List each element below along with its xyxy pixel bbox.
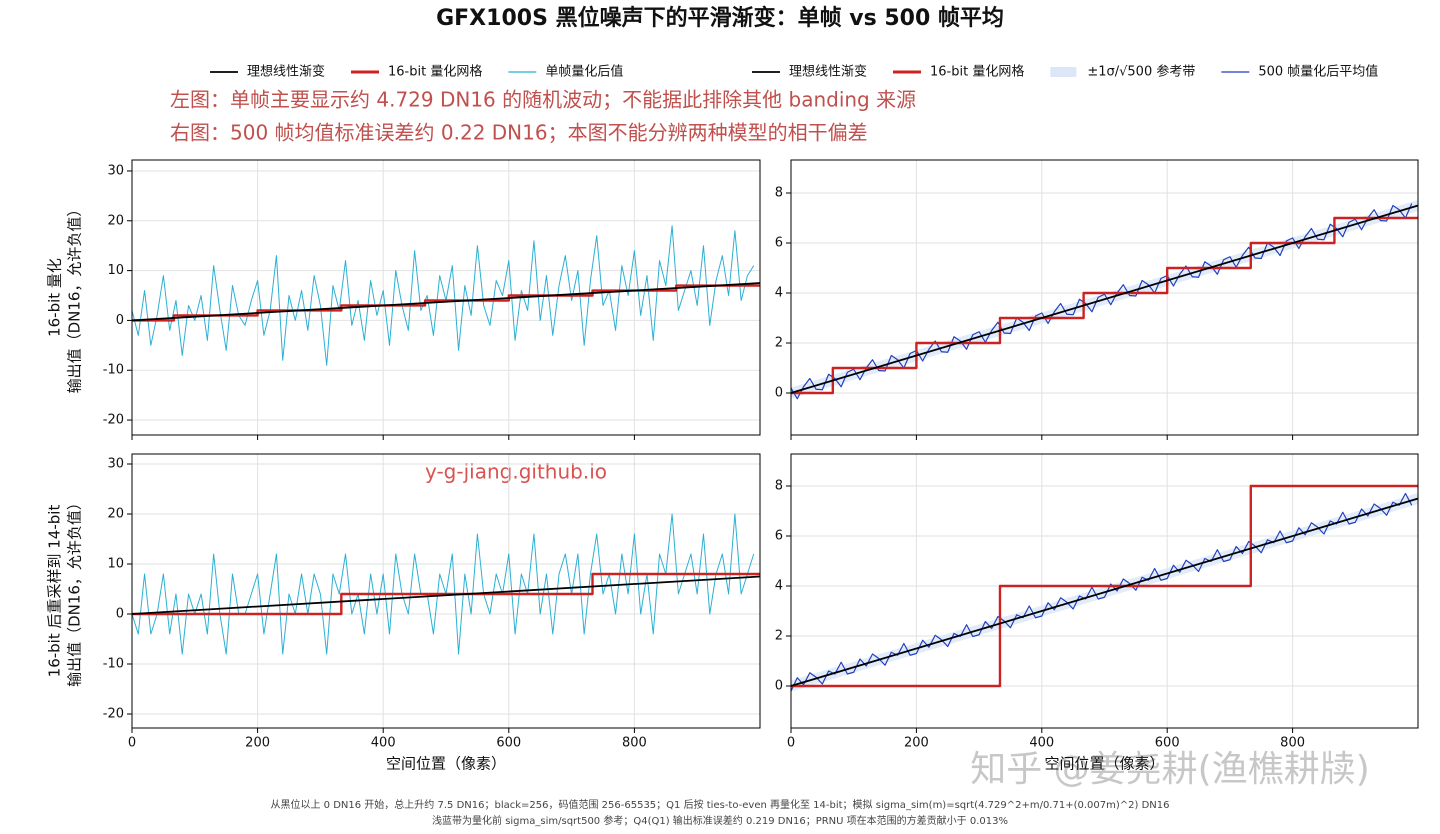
y-tick-label: -20	[103, 413, 124, 428]
x-tick-label: 400	[371, 736, 396, 751]
y-tick-label: 4	[775, 579, 783, 594]
axes-frame	[790, 159, 1419, 436]
legend-label: 16-bit 量化网格	[930, 64, 1024, 80]
line	[132, 513, 755, 655]
x-axis-label: 空间位置（像素）	[386, 755, 506, 773]
y-tick-label: 8	[775, 479, 783, 494]
y-tick-label: 30	[107, 457, 124, 472]
figure-title: GFX100S 黑位噪声下的平滑渐变：单帧 vs 500 帧平均	[436, 5, 1004, 31]
y-tick-label: 0	[775, 679, 783, 694]
x-axis-label: 空间位置（像素）	[1044, 755, 1164, 773]
x-tick-label: 0	[128, 736, 136, 751]
y-tick-label: -10	[103, 363, 124, 378]
y-axis-label: 16-bit 量化	[46, 258, 64, 337]
y-tick-label: 20	[107, 507, 124, 522]
y-tick-label: 30	[107, 163, 124, 178]
line	[791, 203, 1413, 400]
x-tick-label: 200	[904, 736, 929, 751]
annotation: 左图：单帧主要显示约 4.729 DN16 的随机波动；不能据此排除其他 ban…	[170, 88, 916, 112]
x-tick-label: 600	[496, 736, 521, 751]
footnote: 从黑位以上 0 DN16 开始，总上升约 7.5 DN16；black=256，…	[271, 798, 1170, 811]
line	[132, 575, 760, 615]
legend-swatch	[1050, 67, 1077, 77]
plot-area	[791, 484, 1418, 692]
axes-frame	[131, 453, 761, 729]
plot-area	[791, 200, 1418, 400]
x-tick-label: 400	[1029, 736, 1054, 751]
y-tick-label: 8	[775, 186, 783, 201]
legend-label: 单帧量化后值	[545, 64, 623, 80]
y-axis-label: 16-bit 后重采样到 14-bit	[46, 505, 64, 678]
y-axis-label: 输出值（DN16，允许负值）	[66, 495, 84, 687]
axes-frame	[790, 453, 1419, 729]
line	[132, 282, 760, 322]
legend-label: ±1σ/√500 参考带	[1087, 64, 1195, 80]
plot-area	[132, 513, 760, 655]
legend-label: 16-bit 量化网格	[388, 64, 482, 80]
y-tick-label: 6	[775, 529, 783, 544]
line	[791, 204, 1418, 394]
legend-label: 理想线性渐变	[247, 64, 325, 80]
x-tick-label: 800	[622, 736, 647, 751]
plot-area	[132, 225, 760, 366]
watermark: y-g-jiang.github.io	[425, 460, 607, 484]
y-tick-label: 0	[116, 313, 124, 328]
x-tick-label: 600	[1155, 736, 1180, 751]
line	[791, 497, 1418, 687]
axes-frame	[131, 159, 761, 436]
legend-label: 500 帧量化后平均值	[1258, 64, 1378, 80]
y-tick-label: 4	[775, 286, 783, 301]
watermark: 知乎 @姜尧耕(渔樵耕牍)	[970, 749, 1370, 790]
y-tick-label: 10	[107, 557, 124, 572]
y-tick-label: 0	[775, 386, 783, 401]
line	[791, 492, 1413, 692]
y-tick-label: 0	[116, 607, 124, 622]
y-tick-label: 10	[107, 263, 124, 278]
y-tick-label: 2	[775, 336, 783, 351]
x-tick-label: 800	[1280, 736, 1305, 751]
x-tick-label: 200	[245, 736, 270, 751]
y-tick-label: 20	[107, 213, 124, 228]
line	[132, 225, 755, 366]
y-tick-label: -10	[103, 657, 124, 672]
y-tick-label: 2	[775, 629, 783, 644]
y-axis-label: 输出值（DN16，允许负值）	[66, 202, 84, 394]
x-tick-label: 0	[787, 736, 795, 751]
y-tick-label: -20	[103, 707, 124, 722]
footnote: 浅蓝带为量化前 sigma_sim/sqrt500 参考；Q4(Q1) 输出标准…	[432, 814, 1008, 827]
legend-label: 理想线性渐变	[789, 64, 867, 80]
annotation: 右图：500 帧均值标准误差约 0.22 DN16；本图不能分辨两种模型的相干偏…	[170, 121, 868, 145]
y-tick-label: 6	[775, 236, 783, 251]
